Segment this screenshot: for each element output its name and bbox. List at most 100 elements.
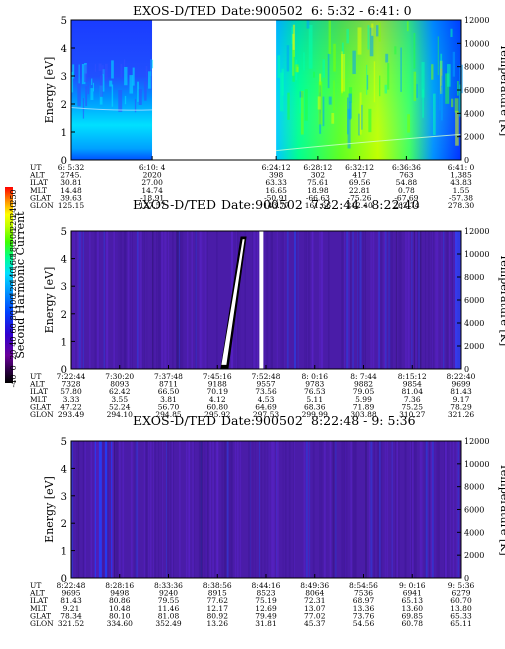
spectrogram-texture: [137, 81, 139, 102]
spectrogram-texture: [294, 231, 296, 369]
spectrogram-texture: [292, 441, 294, 578]
spectrogram-texture: [161, 441, 163, 578]
spectrogram-texture: [77, 231, 80, 369]
spectrogram-texture: [373, 61, 376, 103]
orbit-value-ilat: 43.83: [450, 178, 472, 187]
orbit-value-glat: 68.36: [304, 402, 326, 411]
spectrogram-texture: [116, 441, 118, 578]
diagonal-feature: [221, 239, 245, 365]
spectrogram-texture: [177, 231, 180, 369]
spectrogram-texture: [378, 231, 381, 369]
spectrogram-texture: [148, 441, 150, 578]
spectrogram-texture: [149, 441, 152, 578]
spectrogram-texture: [329, 441, 332, 578]
orbit-value-glon: 212.40: [346, 201, 372, 210]
orbit-row-label: MLT: [30, 186, 47, 195]
y2-tick-label: 10000: [464, 250, 489, 259]
colorbar-tick-label: 140: [9, 268, 18, 283]
spectrogram-texture: [145, 65, 148, 81]
spectrogram-texture: [440, 53, 443, 69]
spectrogram-texture: [350, 231, 351, 369]
spectrogram-texture: [431, 64, 434, 80]
orbit-value-alt: 7536: [354, 589, 373, 598]
spectrogram-texture: [109, 80, 113, 87]
spectrogram-texture: [328, 20, 331, 54]
spectrogram-texture: [334, 441, 337, 578]
spectrogram-texture: [207, 441, 209, 578]
spectrogram-texture: [139, 231, 142, 369]
orbit-value-mlt: 3.33: [63, 395, 80, 404]
orbit-row-label: UT: [30, 163, 41, 172]
orbit-value-glat: 71.89: [353, 402, 375, 411]
spectrogram-texture: [374, 441, 375, 578]
orbit-value-alt: 9240: [159, 589, 178, 598]
spectrogram-texture: [420, 231, 422, 369]
orbit-value-glon: 295.92: [204, 410, 230, 419]
spectrogram-texture: [161, 231, 164, 369]
temperature-trace: [276, 133, 462, 152]
y-tick-label: 0: [61, 574, 67, 585]
spectrogram-texture: [212, 441, 215, 578]
spectrogram-texture: [303, 52, 305, 71]
y-axis-right: 0 2000 4000 6000 8000 10000 12000 Temperature […: [457, 16, 505, 165]
orbit-value-ilat: 77.62: [207, 596, 229, 605]
spectrogram-texture: [135, 441, 138, 578]
spectrogram-texture: [209, 441, 212, 578]
y-tick-label: 0: [61, 156, 67, 167]
orbit-value-glon: 294.85: [155, 410, 181, 419]
panel-time-range: 7:22:44 - 8:22:40: [311, 197, 420, 212]
spectrogram-texture: [328, 231, 330, 369]
spectrogram-texture: [239, 231, 241, 369]
spectrogram-texture: [250, 441, 251, 578]
spectrogram-texture: [164, 231, 167, 369]
spectrogram-texture: [248, 441, 250, 578]
spectrogram-texture: [312, 441, 315, 578]
spectrogram-texture: [441, 75, 443, 88]
spectrogram-texture: [368, 441, 371, 578]
spectrogram-texture: [431, 441, 434, 578]
spectrogram-texture: [206, 441, 208, 578]
spectrogram-texture: [369, 27, 374, 57]
orbit-value-mlt: 12.17: [207, 604, 229, 613]
orbit-row-label: GLON: [30, 410, 54, 419]
spectrogram-texture: [264, 441, 266, 578]
spectrogram-texture: [134, 441, 137, 578]
spectrogram-texture: [252, 231, 254, 369]
spectrogram-texture: [119, 441, 121, 578]
orbit-value-mlt: 13.60: [402, 604, 424, 613]
data-gap-line: [259, 231, 264, 369]
spectrogram-texture: [427, 441, 429, 578]
orbit-value-glat: 60.80: [207, 402, 229, 411]
orbit-value-glon: 125.15: [58, 201, 84, 210]
orbit-value-ut: 7:30:20: [105, 372, 134, 381]
spectrogram-texture: [152, 231, 154, 369]
orbit-value-glon: 45.37: [304, 619, 326, 628]
orbit-value-glon: 161.66: [305, 201, 331, 210]
orbit-value-ut: 7:45:16: [203, 372, 232, 381]
spectrogram-texture: [398, 441, 400, 578]
spectrogram-texture: [352, 231, 354, 369]
spectrogram-texture: [384, 84, 388, 94]
spectrogram-texture: [394, 46, 397, 55]
spectrogram-texture: [225, 441, 227, 578]
y2-tick-label: 8000: [464, 273, 484, 282]
spectrogram-texture: [106, 231, 109, 369]
spectrogram-texture: [202, 441, 204, 578]
y-axis-right: 0 2000 4000 6000 8000 10000 12000 Temperature […: [457, 227, 505, 374]
y2-tick-label: 2000: [464, 133, 484, 142]
y-tick-label: 2: [61, 310, 67, 321]
spectrogram-texture: [411, 231, 413, 369]
orbit-value-glon: 127.57: [139, 201, 165, 210]
y-tick-label: 5: [61, 437, 67, 448]
spectrogram-texture: [205, 231, 207, 369]
spectrogram-texture: [200, 441, 203, 578]
orbit-value-ilat: 81.43: [450, 387, 472, 396]
orbit-value-alt: 9783: [305, 380, 324, 389]
spectrogram-texture: [378, 441, 381, 578]
panel-title-name: EXOS-D/TED: [133, 413, 216, 428]
spectrogram-texture: [152, 231, 154, 369]
spectrogram-texture: [331, 112, 335, 124]
orbit-value-alt: 9854: [403, 380, 422, 389]
